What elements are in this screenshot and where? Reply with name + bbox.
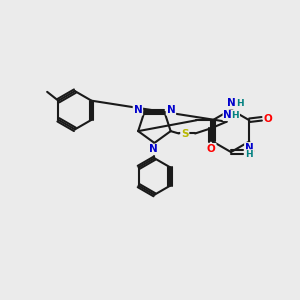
Text: N: N: [224, 110, 232, 120]
Text: S: S: [181, 129, 188, 139]
Text: N: N: [167, 105, 175, 115]
Text: O: O: [207, 144, 216, 154]
Text: H: H: [245, 150, 253, 159]
Text: N: N: [226, 98, 235, 108]
Text: O: O: [245, 147, 254, 157]
Text: O: O: [264, 114, 273, 124]
Text: N: N: [149, 144, 158, 154]
Text: N: N: [245, 143, 254, 153]
Text: H: H: [236, 99, 244, 108]
Text: N: N: [134, 105, 142, 115]
Text: H: H: [232, 111, 239, 120]
